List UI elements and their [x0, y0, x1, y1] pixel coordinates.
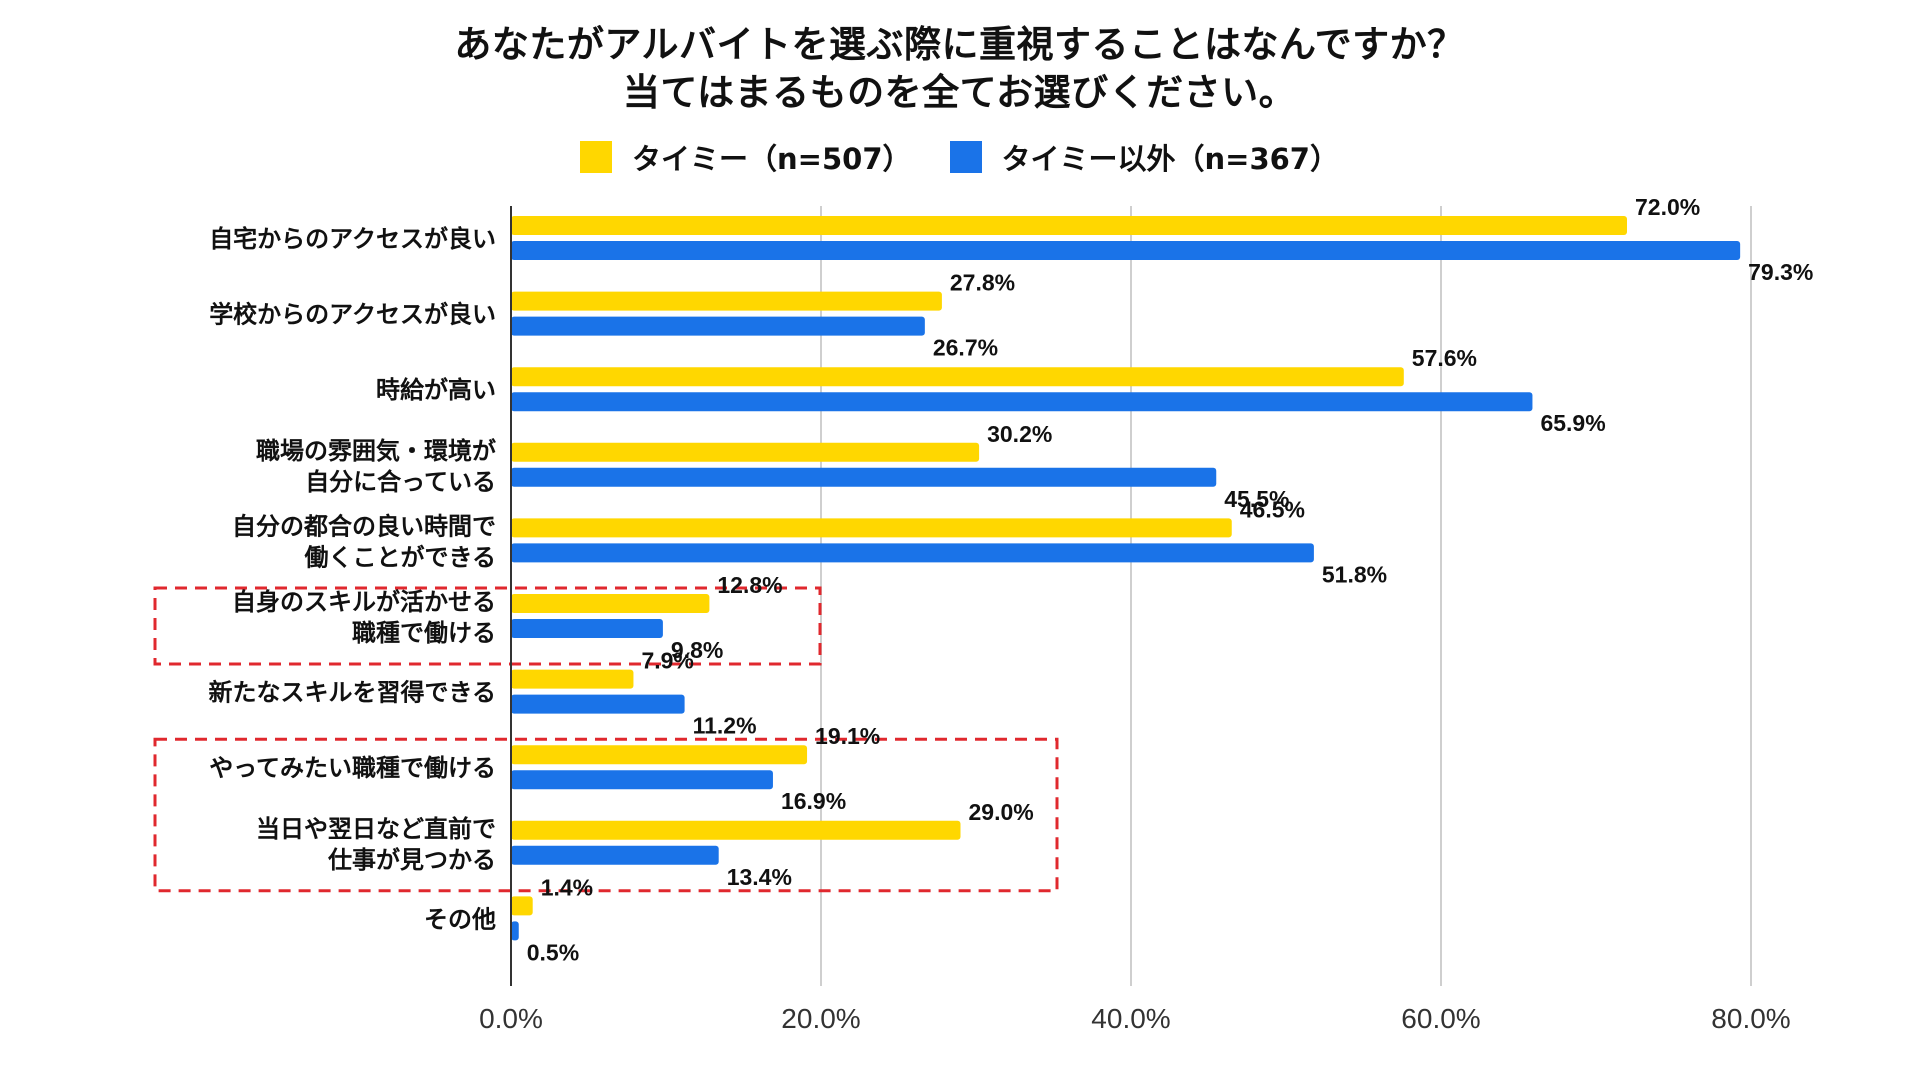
- bar-other: [511, 316, 925, 336]
- category-label: 働くことができる: [303, 543, 496, 571]
- bar-timee: [511, 442, 980, 462]
- category-label: 学校からのアクセスが良い: [209, 301, 496, 329]
- x-tick-label: 20.0%: [781, 1003, 860, 1034]
- bar-timee: [511, 896, 533, 916]
- value-label-timee: 27.8%: [950, 270, 1015, 296]
- bar-timee: [511, 518, 1232, 538]
- category-label: やってみたい職種で働ける: [209, 754, 496, 782]
- bar-other: [511, 845, 719, 865]
- value-label-timee: 29.0%: [969, 799, 1034, 825]
- category-label: 職場の雰囲気・環境が: [256, 437, 496, 465]
- bar-timee: [511, 367, 1404, 387]
- bar-other: [511, 392, 1533, 412]
- legend-label-timee: タイミー（n=507）: [632, 142, 912, 176]
- value-label-other: 65.9%: [1540, 410, 1605, 436]
- category-label: 自分の都合の良い時間で: [232, 512, 496, 540]
- bar-timee: [511, 745, 808, 765]
- bar-timee: [511, 669, 634, 689]
- bar-other: [511, 543, 1314, 563]
- x-tick-label: 80.0%: [1711, 1003, 1790, 1034]
- bar-other: [511, 241, 1741, 260]
- value-label-timee: 19.1%: [815, 723, 880, 749]
- highlight-box: [153, 737, 1059, 893]
- value-label-other: 9.8%: [671, 637, 723, 663]
- category-label: 仕事が見つかる: [327, 846, 496, 874]
- category-label: 自宅からのアクセスが良い: [209, 225, 496, 253]
- category-label: 当日や翌日など直前で: [256, 815, 496, 843]
- category-label: 職種で働ける: [352, 619, 496, 647]
- bar-timee: [511, 291, 942, 311]
- category-label: 自身のスキルが活かせる: [232, 588, 496, 616]
- legend-swatch-other: [949, 141, 982, 173]
- value-label-other: 11.2%: [693, 713, 757, 739]
- value-label-other: 0.5%: [527, 939, 579, 965]
- value-label-timee: 57.6%: [1412, 345, 1477, 371]
- chart-legend: タイミー（n=507） タイミー以外（n=367）: [0, 136, 1919, 178]
- value-label-timee: 12.8%: [717, 572, 782, 598]
- category-label: その他: [424, 905, 496, 933]
- value-label-other: 45.5%: [1224, 486, 1289, 512]
- legend-item-timee: タイミー（n=507）: [580, 136, 912, 178]
- x-tick-label: 0.0%: [479, 1003, 543, 1034]
- bar-timee: [511, 594, 710, 613]
- bar-other: [511, 770, 773, 790]
- legend-item-other: タイミー以外（n=367）: [949, 136, 1339, 178]
- bar-timee: [511, 216, 1627, 235]
- value-label-timee: 1.4%: [541, 874, 593, 900]
- category-label: 時給が高い: [376, 376, 496, 404]
- chart-title-line-2: 当てはまるものを全てお選びください。: [622, 71, 1297, 114]
- value-label-other: 79.3%: [1748, 259, 1813, 285]
- value-label-timee: 46.5%: [1240, 496, 1305, 522]
- value-label-other: 26.7%: [933, 335, 998, 361]
- bar-other: [511, 619, 663, 638]
- legend-label-other: タイミー以外（n=367）: [1001, 142, 1339, 176]
- value-label-timee: 30.2%: [987, 421, 1052, 447]
- chart-title-line-1: あなたがアルバイトを選ぶ際に重視することはなんですか？: [454, 23, 1465, 66]
- highlight-box: [153, 586, 822, 666]
- value-label-other: 16.9%: [781, 788, 846, 814]
- x-tick-label: 40.0%: [1091, 1003, 1170, 1034]
- value-label-other: 13.4%: [727, 864, 792, 890]
- category-label: 新たなスキルを習得できる: [208, 679, 496, 707]
- bar-other: [511, 694, 685, 714]
- value-label-timee: 72.0%: [1635, 194, 1700, 220]
- bar-other: [511, 467, 1217, 487]
- bar-other: [511, 921, 519, 941]
- category-label: 自分に合っている: [305, 468, 496, 496]
- legend-swatch-timee: [580, 141, 613, 173]
- value-label-timee: 7.9%: [641, 648, 693, 674]
- bar-timee: [511, 820, 961, 840]
- x-tick-label: 60.0%: [1401, 1003, 1480, 1034]
- value-label-other: 51.8%: [1322, 561, 1387, 587]
